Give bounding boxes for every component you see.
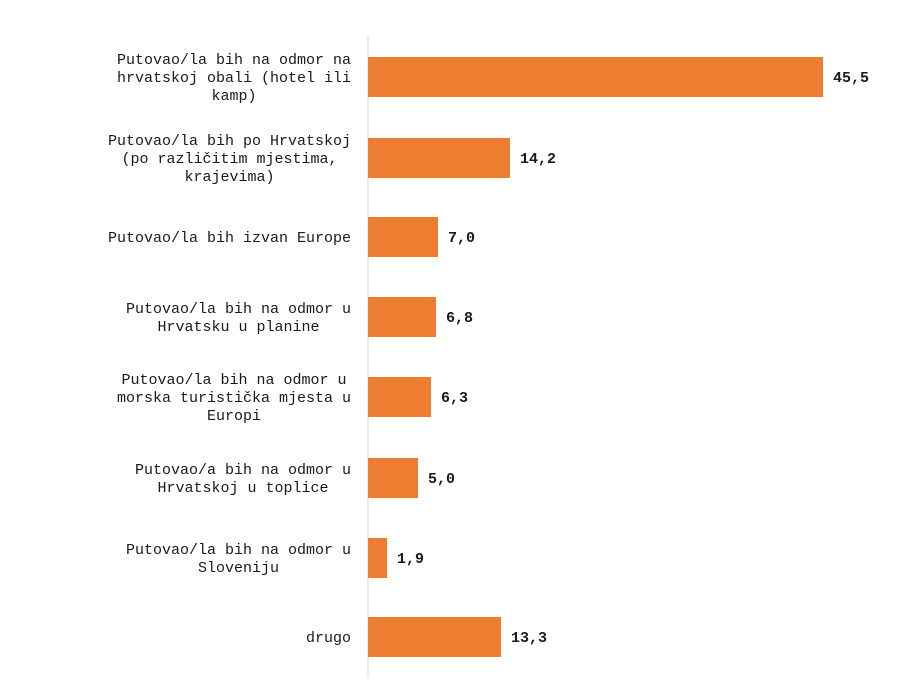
bar: [368, 297, 436, 337]
bar-value-label: 6,3: [441, 390, 468, 407]
category-label-line: Putovao/la bih po Hrvatskoj: [108, 133, 351, 150]
bar: [368, 138, 510, 178]
bar: [368, 57, 823, 97]
category-label-line: morska turistička mjesta u: [117, 390, 351, 407]
category-label-line: Putovao/la bih izvan Europe: [108, 230, 351, 247]
category-label: drugo: [306, 630, 351, 647]
category-label-line: hrvatskoj obali (hotel ili: [117, 70, 351, 87]
category-label-line: Putovao/la bih na odmor u: [126, 301, 351, 318]
bar: [368, 377, 431, 417]
bar-value-label: 14,2: [520, 151, 556, 168]
bar-value-label: 6,8: [446, 310, 473, 327]
bar-value-label: 45,5: [833, 70, 869, 87]
bar-value-label: 1,9: [397, 551, 424, 568]
category-label: Putovao/la bih po Hrvatskoj(po različiti…: [108, 133, 351, 186]
category-label-line: Sloveniju: [198, 560, 279, 577]
category-label-line: Putovao/la bih na odmor u: [121, 372, 346, 389]
category-label-line: drugo: [306, 630, 351, 647]
bar: [368, 617, 501, 657]
category-label-line: Putovao/a bih na odmor u: [135, 462, 351, 479]
bar-value-label: 5,0: [428, 471, 455, 488]
category-label-line: Putovao/la bih na odmor na: [117, 52, 351, 69]
category-label: Putovao/la bih izvan Europe: [108, 230, 351, 247]
category-label-line: krajevima): [184, 169, 274, 186]
category-label-line: (po različitim mjestima,: [121, 151, 337, 168]
category-label-line: Europi: [207, 408, 261, 425]
bar: [368, 458, 418, 498]
category-label-line: Hrvatsku u planine: [157, 319, 319, 336]
category-label-line: kamp): [211, 88, 256, 105]
bar: [368, 217, 438, 257]
bar-value-label: 7,0: [448, 230, 475, 247]
category-label-line: Putovao/la bih na odmor u: [126, 542, 351, 559]
bar: [368, 538, 387, 578]
bar-value-label: 13,3: [511, 630, 547, 647]
category-label-line: Hrvatskoj u toplice: [157, 480, 328, 497]
